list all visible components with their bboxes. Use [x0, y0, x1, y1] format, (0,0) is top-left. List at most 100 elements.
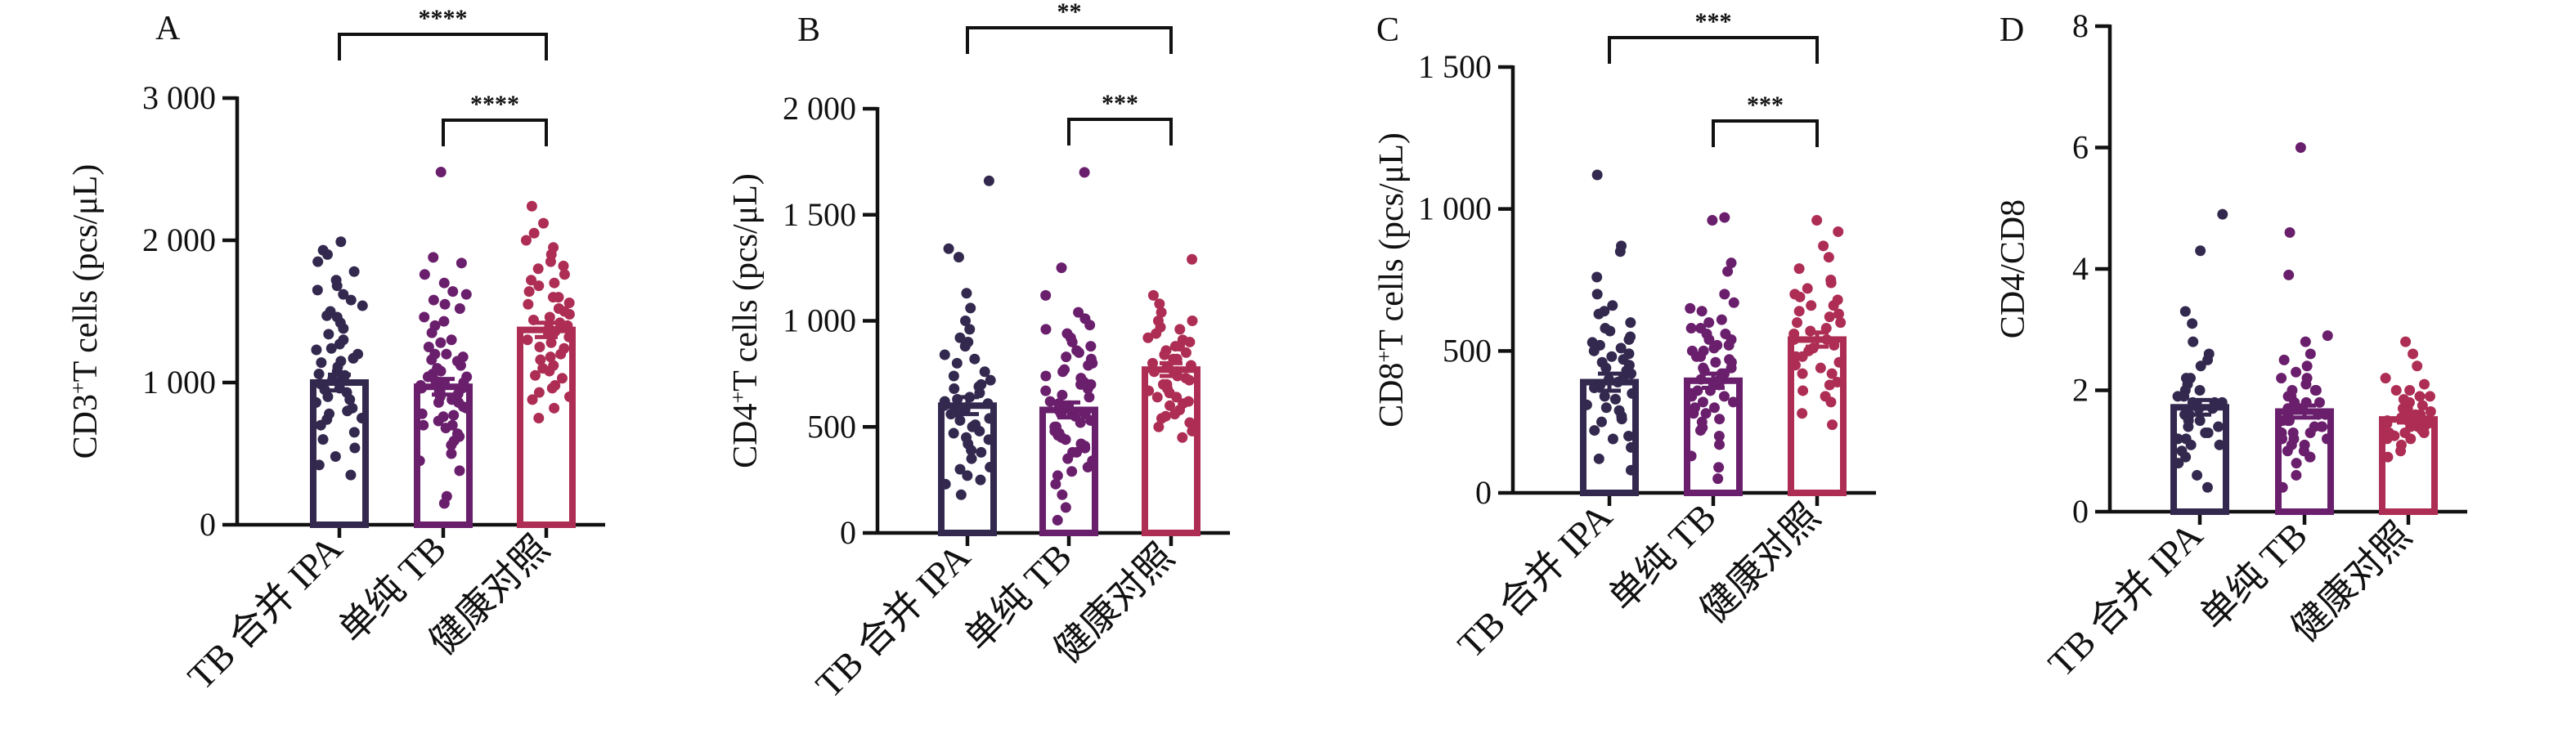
y-axis-title-main: CD8 [1373, 362, 1411, 427]
data-point [1625, 317, 1636, 329]
y-tick-label: 2 [2072, 372, 2089, 409]
data-point [2213, 421, 2224, 432]
data-point [2217, 208, 2228, 220]
data-point [2412, 360, 2423, 372]
data-point [526, 200, 537, 212]
data-point [447, 286, 459, 298]
panel-A: A CD3+T cells (pcs/μL) 0 1 000 2 000 3 000 TB … [66, 5, 605, 697]
data-point [984, 413, 995, 424]
category-label: TB 合并 IPA [1450, 495, 1620, 665]
data-point [419, 269, 430, 280]
data-point [2195, 360, 2206, 372]
data-point [2291, 366, 2302, 378]
data-point [1714, 414, 1726, 425]
data-point [1083, 360, 1094, 371]
data-point [2408, 348, 2419, 360]
panel-B: B CD4+T cells (pcs/μL) 0 500 1 000 1 500 2 000… [726, 0, 1230, 705]
data-point [1720, 328, 1731, 339]
data-point [526, 275, 537, 286]
data-point [2179, 306, 2191, 317]
data-point [429, 348, 441, 360]
data-point [939, 396, 950, 407]
panel-letter: A [155, 10, 181, 47]
data-point [321, 414, 333, 425]
data-point [313, 369, 325, 380]
data-point [1811, 215, 1823, 226]
significance-bracket [1608, 36, 1819, 64]
data-point [1087, 455, 1098, 467]
data-point [1067, 446, 1079, 458]
data-point [349, 442, 361, 454]
data-point [1708, 342, 1720, 354]
data-point [1152, 316, 1164, 326]
data-point [2380, 373, 2391, 384]
data-point [1075, 438, 1087, 450]
data-point [532, 263, 544, 275]
data-point [563, 391, 575, 402]
y-tick-label: 6 [2072, 129, 2089, 166]
data-point [545, 351, 556, 363]
data-point [1154, 298, 1165, 310]
data-point [1616, 414, 1627, 425]
data-point [1050, 478, 1061, 490]
y-tick-label: 0 [840, 514, 856, 551]
y-axis-title-main: CD4 [727, 403, 765, 468]
data-point [1700, 408, 1712, 419]
y-tick-label: 0 [2072, 493, 2089, 530]
data-point [1695, 374, 1707, 385]
y-axis-title-rest: T cells (pcs/μL) [1373, 132, 1411, 351]
data-point [460, 289, 472, 300]
data-point [330, 450, 341, 462]
data-point [1040, 370, 1052, 382]
data-point [1057, 389, 1068, 401]
y-tick-label: 8 [2072, 7, 2089, 44]
data-point [963, 336, 974, 347]
data-point [1685, 387, 1697, 399]
data-point [949, 383, 960, 395]
data-point [1820, 391, 1831, 402]
y-tick-label: 1 000 [142, 364, 216, 401]
data-point [1827, 419, 1838, 431]
data-point [438, 411, 449, 423]
significance-bracket [442, 119, 548, 146]
data-point [435, 166, 447, 177]
data-point [316, 357, 327, 369]
data-point [1685, 302, 1696, 314]
data-point [1726, 257, 1737, 269]
data-point [1593, 453, 1604, 464]
data-point [1712, 473, 1724, 485]
data-point [1162, 383, 1174, 395]
data-point [983, 175, 994, 186]
data-point [317, 434, 329, 445]
data-point [1832, 294, 1843, 306]
data-point [523, 298, 534, 310]
data-point [2179, 391, 2190, 402]
data-point [441, 348, 452, 360]
data-point [2381, 433, 2393, 445]
data-point [1581, 399, 1592, 410]
data-point [2192, 469, 2203, 481]
data-point [1833, 308, 1844, 320]
data-point [1695, 323, 1707, 334]
data-point [461, 371, 473, 383]
data-point [2278, 354, 2290, 365]
data-point [1727, 396, 1739, 408]
data-point [1824, 311, 1835, 323]
data-point [446, 334, 457, 346]
data-point [1698, 345, 1709, 356]
data-point [1726, 362, 1737, 374]
data-point [2276, 373, 2287, 384]
data-point [528, 227, 540, 239]
data-point [1075, 378, 1087, 390]
data-point [1061, 351, 1072, 363]
data-point [1057, 366, 1069, 378]
data-point [1174, 341, 1185, 352]
data-point [2200, 427, 2211, 438]
data-point [2276, 427, 2287, 438]
data-point [1049, 421, 1061, 432]
data-point [951, 357, 963, 369]
data-point [1595, 379, 1606, 391]
data-point [2209, 396, 2220, 408]
data-point [419, 311, 430, 323]
y-tick-label: 3 000 [142, 79, 216, 116]
